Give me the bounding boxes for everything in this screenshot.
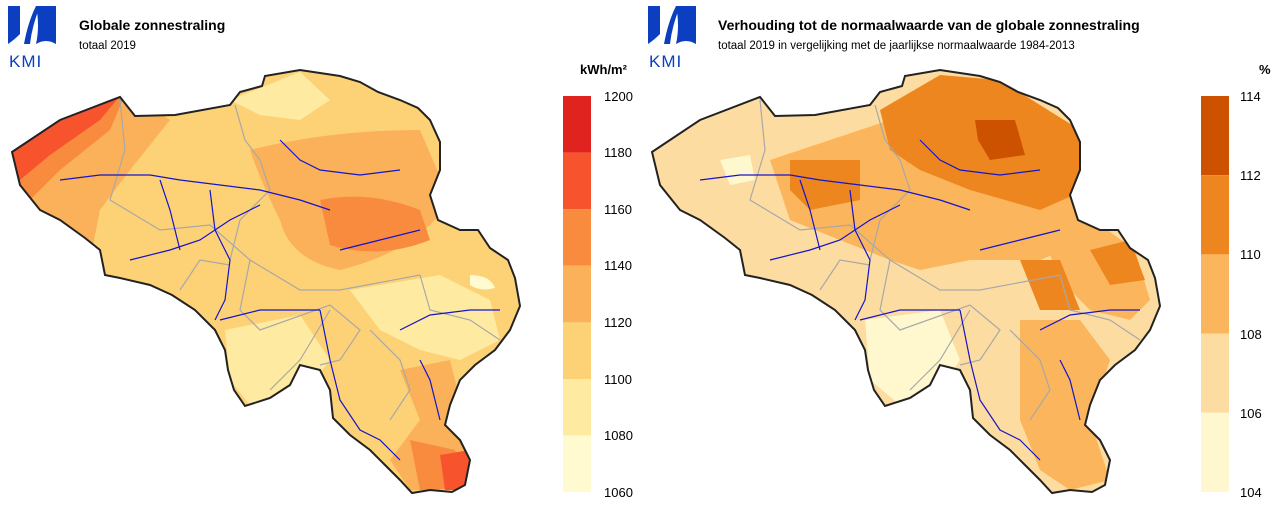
right-legend-label-114: 114	[1240, 89, 1261, 104]
left-legend-label-1080: 1080	[604, 428, 633, 443]
left-legend-unit: kWh/m²	[580, 62, 627, 77]
right-legend-swatch-106-108	[1201, 333, 1229, 413]
right-belgium-map	[651, 69, 1161, 494]
right-legend-label-108: 108	[1240, 327, 1262, 342]
left-legend-swatch-1140-1160	[563, 209, 591, 266]
right-map-title: Verhouding tot de normaalwaarde van de g…	[718, 17, 1140, 33]
kmi-logo-icon	[8, 6, 56, 44]
right-map-panel: KMI Verhouding tot de normaalwaarde van …	[640, 0, 1280, 507]
left-legend-swatch-1120-1140	[563, 265, 591, 323]
kmi-logo-icon	[648, 6, 696, 44]
left-legend-label-1060: 1060	[604, 485, 633, 500]
right-legend-colorbar	[1201, 96, 1229, 492]
left-legend-label-1180: 1180	[604, 145, 632, 160]
kmi-logo-text: KMI	[9, 52, 43, 71]
right-map-subtitle: totaal 2019 in vergelijking met de jaarl…	[718, 40, 1075, 52]
left-legend-label-1200: 1200	[604, 89, 633, 104]
right-legend-swatch-112-114	[1201, 96, 1229, 176]
left-legend-label-1140: 1140	[604, 258, 632, 273]
left-legend-swatch-1160-1180	[563, 152, 591, 210]
kmi-logo-text: KMI	[649, 52, 683, 71]
right-legend-swatch-108-110	[1201, 254, 1229, 334]
left-legend-label-1120: 1120	[604, 315, 632, 330]
left-map-panel: KMI Globale zonnestraling totaal 2019 kW…	[8, 6, 633, 500]
left-belgium-map	[11, 69, 521, 494]
left-map-title: Globale zonnestraling	[79, 17, 226, 33]
left-legend-colorbar	[563, 96, 591, 492]
right-legend-label-106: 106	[1240, 406, 1262, 421]
left-map-subtitle: totaal 2019	[79, 40, 136, 52]
left-legend-swatch-1080-1100	[563, 379, 591, 436]
left-legend-swatch-1180-1200	[563, 96, 591, 153]
left-legend-label-1160: 1160	[604, 202, 632, 217]
left-legend-label-1100: 1100	[604, 372, 632, 387]
right-legend-label-104: 104	[1240, 485, 1262, 500]
right-legend-swatch-104-106	[1201, 412, 1229, 492]
right-legend-unit: %	[1259, 62, 1271, 77]
right-legend-label-110: 110	[1240, 247, 1261, 262]
left-legend-swatch-1060-1080	[563, 435, 591, 492]
left-legend-swatch-1100-1120	[563, 322, 591, 379]
right-legend-swatch-110-112	[1201, 175, 1229, 255]
right-legend-label-112: 112	[1240, 168, 1261, 183]
